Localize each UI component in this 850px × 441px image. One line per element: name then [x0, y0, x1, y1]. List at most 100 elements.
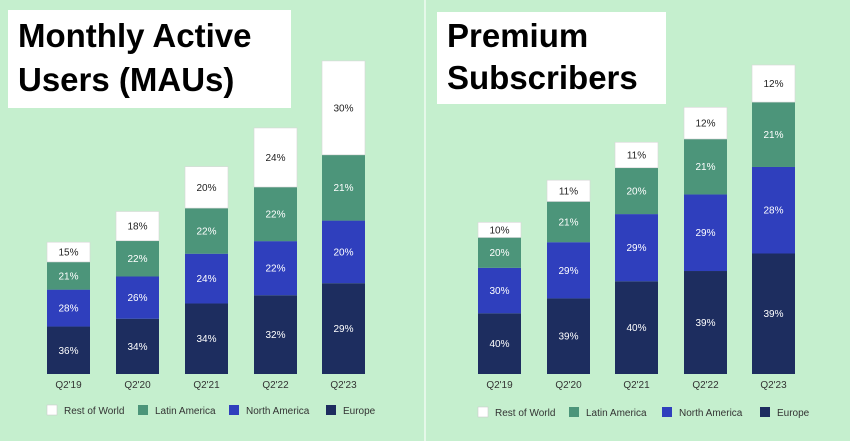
bar-segment: [322, 154, 365, 221]
bar-segment: [684, 271, 727, 374]
data-label: 11%: [559, 186, 578, 197]
data-label: 10%: [489, 225, 509, 236]
chart-title-line-1: Premium: [447, 17, 588, 54]
x-tick-label: Q2'19: [486, 380, 513, 391]
bar-segment: [614, 141, 659, 169]
bar-segment: [751, 64, 796, 103]
chart-title-box: [8, 10, 291, 108]
bar-segment: [185, 303, 228, 374]
bar-segment: [547, 201, 590, 243]
bar-segment: [254, 241, 297, 296]
data-label: 24%: [265, 153, 285, 164]
data-label: 36%: [58, 346, 78, 357]
legend-swatch: [477, 406, 489, 418]
bar-segment: [683, 107, 728, 140]
data-label: 20%: [489, 248, 509, 259]
legend-swatch: [138, 405, 148, 415]
x-tick-label: Q2'20: [555, 380, 582, 391]
legend-label: Europe: [777, 408, 810, 419]
legend-swatch: [569, 407, 579, 417]
data-label: 29%: [626, 243, 646, 254]
data-label: 40%: [489, 339, 509, 350]
legend-label: Latin America: [155, 406, 216, 417]
data-label: 21%: [333, 183, 353, 194]
data-label: 30%: [489, 286, 509, 297]
data-label: 12%: [695, 119, 715, 130]
chart-title-line-2: Users (MAUs): [18, 61, 234, 98]
bar-segment: [253, 127, 298, 188]
legend-swatch: [326, 405, 336, 415]
x-tick-label: Q2'21: [623, 380, 650, 391]
bar-segment: [116, 240, 159, 277]
data-label: 20%: [626, 186, 646, 197]
data-label: 34%: [127, 342, 147, 353]
legend-label: North America: [246, 406, 310, 417]
bar-segment: [478, 237, 521, 268]
bar-segment: [47, 326, 90, 374]
data-label: 29%: [333, 324, 353, 335]
bar-segment: [254, 187, 297, 242]
data-label: 18%: [127, 222, 147, 233]
bar-segment: [46, 241, 91, 263]
legend-swatch: [46, 404, 58, 416]
bar-segment: [115, 211, 160, 242]
chart-panel-1: Monthly Active Users (MAUs) 36% 28% 21% 15% Q2…: [8, 10, 376, 417]
data-label: 11%: [627, 151, 646, 162]
bar-segment: [47, 289, 90, 327]
data-label: 22%: [265, 264, 285, 275]
bar-segment: [47, 261, 90, 290]
legend-label: Latin America: [586, 408, 647, 419]
data-label: 22%: [265, 210, 285, 221]
data-label: 32%: [265, 330, 285, 341]
data-label: 28%: [58, 304, 78, 315]
bar-segment: [322, 283, 365, 374]
bar-segment: [752, 166, 795, 254]
chart-panel-2: Premium Subscribers 40% 30% 20% 10% Q2'19 39% 29…: [437, 12, 810, 419]
data-label: 28%: [763, 206, 783, 217]
data-label: 22%: [196, 226, 216, 237]
data-label: 20%: [333, 247, 353, 258]
bar-segment: [478, 267, 521, 314]
data-label: 34%: [196, 334, 216, 345]
x-tick-label: Q2'23: [760, 380, 787, 391]
chart-title-line-2: Subscribers: [447, 59, 638, 96]
data-label: 12%: [763, 79, 783, 90]
x-tick-label: Q2'20: [124, 380, 151, 391]
data-label: 15%: [58, 248, 78, 259]
x-tick-label: Q2'21: [193, 380, 220, 391]
bar-segment: [615, 214, 658, 282]
x-tick-label: Q2'19: [55, 380, 82, 391]
legend-swatch: [760, 407, 770, 417]
legend-label: Rest of World: [64, 406, 124, 417]
data-label: 22%: [127, 254, 147, 265]
bar-segment: [546, 179, 591, 202]
bar-segment: [116, 276, 159, 319]
x-tick-label: Q2'23: [330, 380, 357, 391]
bar-segment: [185, 253, 228, 304]
legend-label: Europe: [343, 406, 376, 417]
bar-segment: [547, 298, 590, 374]
x-tick-label: Q2'22: [262, 380, 289, 391]
bar-segment: [184, 166, 229, 209]
bar-segment: [116, 318, 159, 374]
data-label: 21%: [58, 271, 78, 282]
legend-label: North America: [679, 408, 743, 419]
legend-label: Rest of World: [495, 408, 555, 419]
data-label: 21%: [558, 217, 578, 228]
bar-segment: [752, 102, 795, 167]
data-label: 24%: [196, 274, 216, 285]
bar-segment: [684, 194, 727, 272]
data-label: 26%: [127, 293, 147, 304]
bar-segment: [615, 167, 658, 215]
data-label: 39%: [695, 318, 715, 329]
bar-segment: [322, 220, 365, 284]
data-label: 40%: [626, 323, 646, 334]
bar-segment: [321, 60, 366, 156]
chart-title-line-1: Monthly Active: [18, 17, 251, 54]
panel-divider: [424, 0, 426, 441]
data-label: 29%: [558, 266, 578, 277]
data-label: 20%: [196, 183, 216, 194]
bar-segment: [684, 138, 727, 195]
data-label: 21%: [695, 162, 715, 173]
